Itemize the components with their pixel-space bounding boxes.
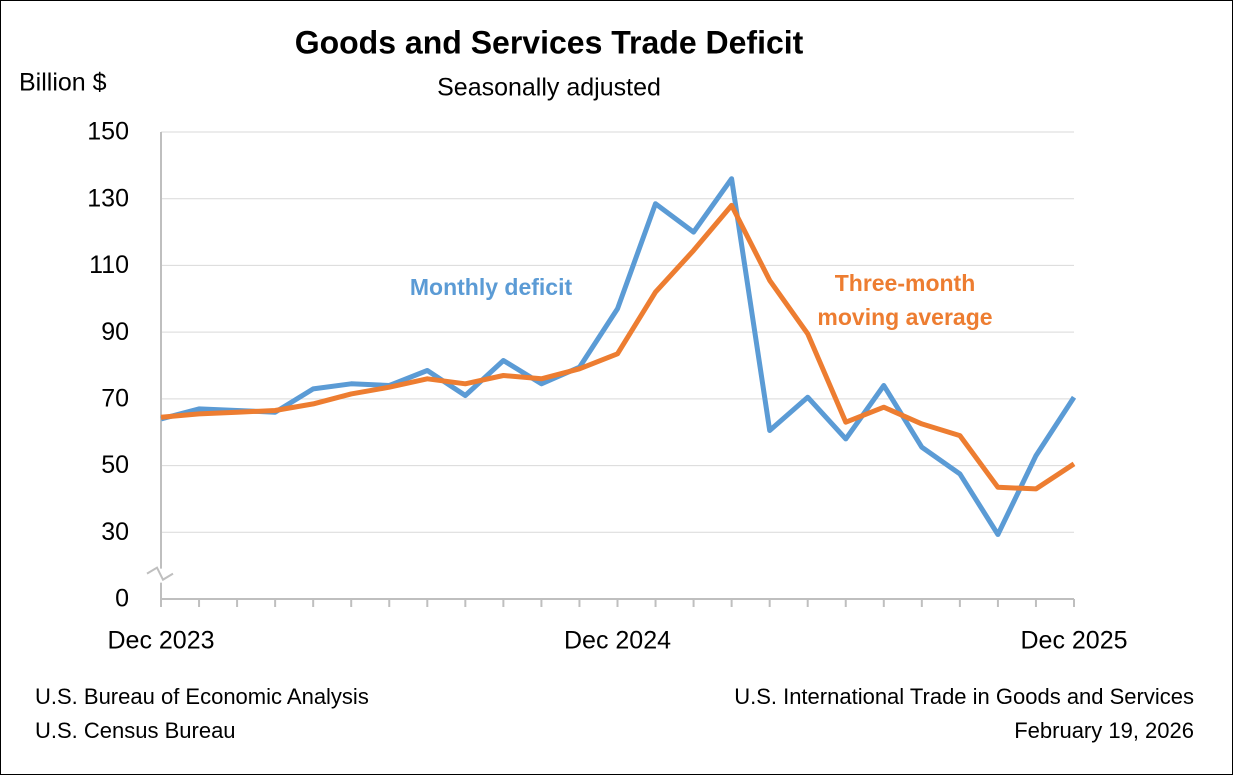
source: U.S. Census Bureau xyxy=(35,718,236,743)
y-axis-label: Billion $ xyxy=(19,69,107,97)
y-tick-label: 70 xyxy=(101,384,129,412)
chart-title: Goods and Services Trade Deficit xyxy=(295,24,804,60)
x-tick-label: Dec 2023 xyxy=(107,627,214,655)
x-tick-label: Dec 2024 xyxy=(564,627,671,655)
y-tick-label: 0 xyxy=(115,585,129,613)
y-tick-label: 110 xyxy=(89,251,129,279)
y-tick-label: 130 xyxy=(87,184,129,212)
y-tick-label: 150 xyxy=(87,118,129,146)
series-line xyxy=(160,176,1077,537)
release: U.S. International Trade in Goods and Se… xyxy=(734,684,1194,709)
series-label: Three-month moving average xyxy=(817,270,993,330)
y-tick-label: 90 xyxy=(101,318,129,346)
chart-subtitle: Seasonally adjusted xyxy=(437,74,661,102)
y-tick-label: 50 xyxy=(101,451,129,479)
x-tick-label: Dec 2025 xyxy=(1020,627,1127,655)
source: U.S. Bureau of Economic Analysis xyxy=(35,684,369,709)
series-label: Monthly deficit xyxy=(409,274,573,300)
release: February 19, 2026 xyxy=(1014,718,1194,743)
axis-break xyxy=(146,566,174,582)
y-tick-label: 30 xyxy=(101,518,129,546)
series-line xyxy=(160,202,1076,492)
